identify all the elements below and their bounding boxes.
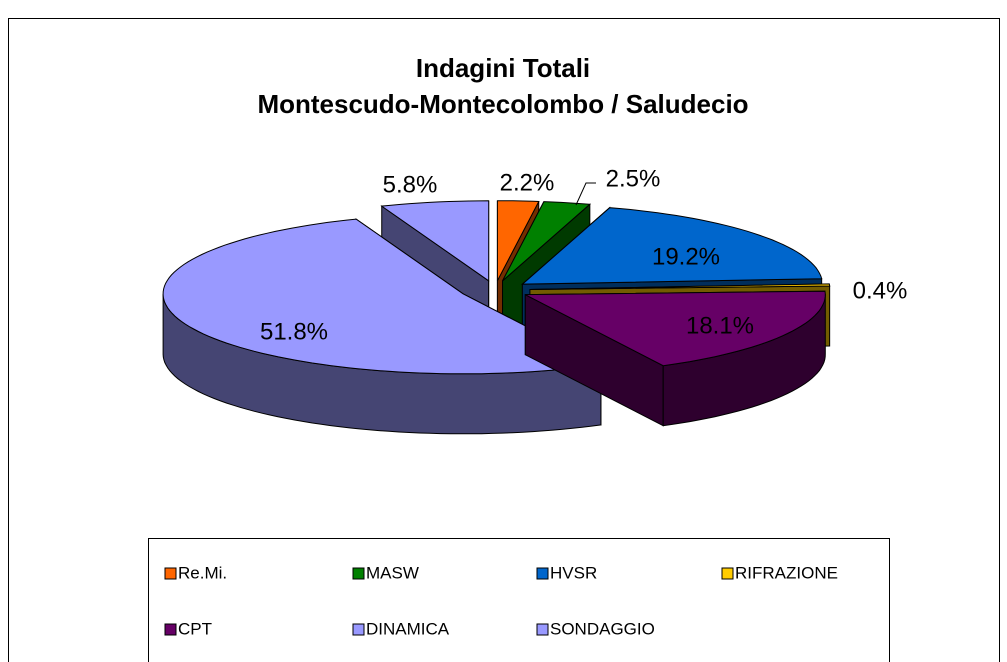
chart-title: Montescudo-Montecolombo / Saludecio bbox=[257, 89, 748, 119]
legend-box bbox=[148, 538, 890, 662]
slice bbox=[529, 283, 831, 290]
slice bbox=[496, 200, 540, 281]
legend-label: RIFRAZIONE bbox=[735, 563, 838, 582]
legend-swatch bbox=[352, 623, 365, 636]
slice bbox=[502, 201, 592, 282]
slice bbox=[380, 200, 490, 282]
legend-swatch bbox=[536, 623, 549, 636]
legend-label: MASW bbox=[366, 563, 419, 582]
slice bbox=[521, 207, 823, 285]
legend-swatch bbox=[164, 623, 177, 636]
data-label: 19.2% bbox=[652, 243, 720, 270]
data-label: 51.8% bbox=[260, 318, 328, 345]
data-label: 0.4% bbox=[853, 277, 908, 304]
legend-label: CPT bbox=[178, 619, 212, 638]
data-label: 2.5% bbox=[606, 165, 661, 192]
legend-swatch bbox=[164, 567, 177, 580]
slice bbox=[525, 290, 826, 367]
legend-label: Re.Mi. bbox=[178, 563, 227, 582]
data-label: 5.8% bbox=[383, 171, 438, 198]
legend-swatch bbox=[536, 567, 549, 580]
legend-swatch bbox=[352, 567, 365, 580]
leader-line bbox=[575, 182, 596, 206]
chart-title: Indagini Totali bbox=[416, 53, 590, 83]
legend-label: DINAMICA bbox=[366, 619, 450, 638]
data-label: 18.1% bbox=[686, 312, 754, 339]
legend-label: HVSR bbox=[550, 563, 597, 582]
data-label: 2.2% bbox=[500, 169, 555, 196]
legend-label: SONDAGGIO bbox=[550, 619, 655, 638]
slice bbox=[162, 218, 603, 375]
legend-swatch bbox=[721, 567, 734, 580]
